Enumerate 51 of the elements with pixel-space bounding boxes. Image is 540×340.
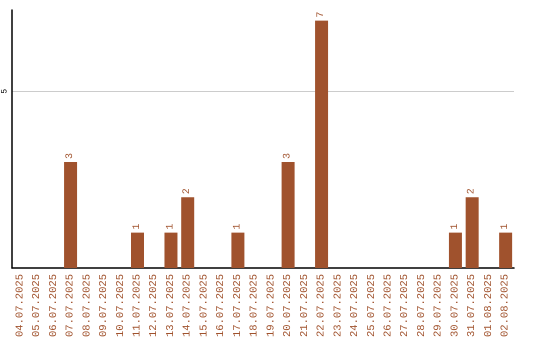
x-tick-label: 06.07.2025 [48,274,60,338]
data-label: 3 [65,152,76,159]
x-tick-label: 24.07.2025 [349,274,362,338]
x-tick-label: 22.07.2025 [316,274,328,338]
x-tick-label: 19.07.2025 [265,274,278,338]
x-tick-label: 20.07.2025 [282,274,294,338]
bar [448,232,462,268]
data-label: 1 [232,224,244,230]
bar [282,162,295,268]
bar [499,232,512,268]
x-tick-label: 21.07.2025 [298,274,311,338]
x-tick-label: 28.07.2025 [416,274,428,338]
x-tick-label: 07.07.2025 [64,274,77,338]
x-tick-label: 30.07.2025 [449,274,462,338]
data-label: 1 [132,224,143,230]
x-tick-label: 14.07.2025 [182,274,194,338]
x-tick-label: 29.07.2025 [432,274,445,338]
x-tick-label: 17.07.2025 [232,274,244,338]
x-tick-label: 12.07.2025 [148,274,160,338]
x-tick-label: 01.08.2025 [482,274,495,338]
bar [64,162,78,268]
x-tick-label: 09.07.2025 [98,274,110,338]
y-tick-label: 5 [0,88,8,94]
data-label: 2 [182,188,194,194]
bar [164,232,178,268]
x-tick-label: 02.08.2025 [500,274,512,338]
x-tick-label: 31.07.2025 [466,274,478,338]
x-tick-label: 16.07.2025 [215,274,228,338]
x-tick-label: 26.07.2025 [382,274,394,338]
data-label: 2 [466,188,478,194]
x-tick-label: 11.07.2025 [132,274,144,338]
bar [315,20,328,268]
x-tick-label: 05.07.2025 [31,274,44,338]
x-tick-label: 25.07.2025 [366,274,378,338]
bar [466,197,479,268]
x-tick-label: 04.07.2025 [14,274,26,338]
x-tick-label: 18.07.2025 [248,274,261,338]
x-tick-label: 08.07.2025 [81,274,94,338]
x-tick-label: 23.07.2025 [332,274,344,338]
x-tick-label: 15.07.2025 [198,274,210,338]
bar [231,232,244,268]
data-label: 1 [450,224,461,230]
data-label: 7 [316,12,328,18]
data-label: 1 [165,224,176,230]
x-tick-label: 27.07.2025 [399,274,412,338]
x-tick-label: 10.07.2025 [114,274,127,338]
bar [131,232,144,268]
data-label: 1 [500,224,512,230]
x-tick-label: 13.07.2025 [164,274,177,338]
bar [181,197,194,268]
data-label: 3 [282,152,294,159]
